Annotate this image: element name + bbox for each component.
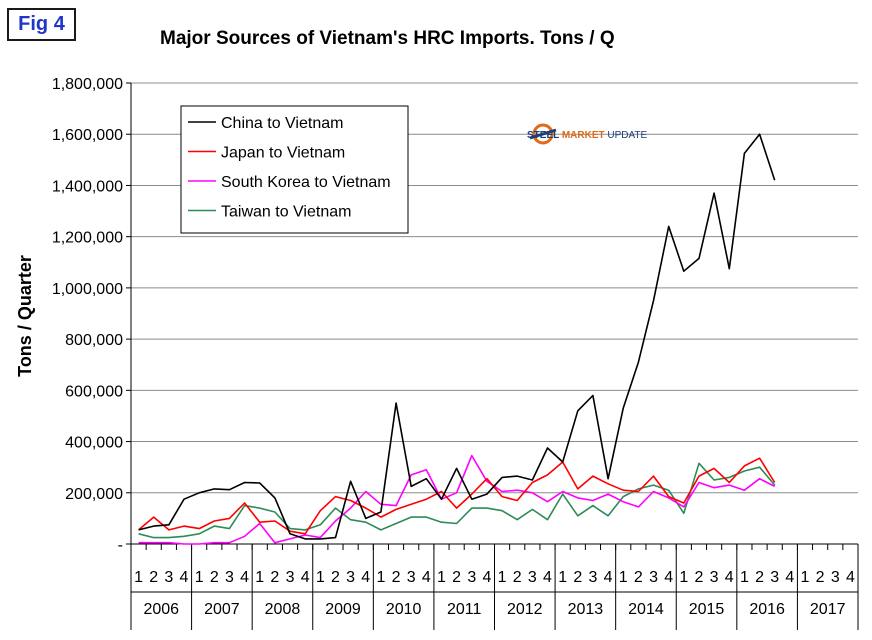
series-line-japan-to-vietnam — [138, 457, 776, 535]
quarter-label: 1 — [679, 569, 688, 586]
quarter-label: 1 — [437, 569, 446, 586]
quarter-label: 1 — [195, 569, 204, 586]
series-line-south-korea-to-vietnam — [138, 454, 776, 545]
quarter-label: 1 — [316, 569, 325, 586]
quarter-label: 4 — [543, 569, 552, 586]
quarter-label: 2 — [452, 569, 461, 586]
quarter-label: 1 — [255, 569, 264, 586]
quarter-label: 2 — [513, 569, 522, 586]
quarter-label: 4 — [422, 569, 431, 586]
year-label: 2017 — [810, 601, 846, 618]
quarter-label: 1 — [134, 569, 143, 586]
quarter-label: 2 — [210, 569, 219, 586]
chart-title: Major Sources of Vietnam's HRC Imports. … — [160, 28, 615, 49]
y-tick-label: 1,200,000 — [52, 230, 123, 247]
quarter-label: 2 — [573, 569, 582, 586]
y-tick-label: 600,000 — [65, 383, 123, 400]
quarter-label: 2 — [695, 569, 704, 586]
quarter-label: 1 — [558, 569, 567, 586]
year-label: 2009 — [325, 601, 361, 618]
quarter-label: 2 — [331, 569, 340, 586]
quarter-label: 4 — [785, 569, 794, 586]
quarter-label: 2 — [634, 569, 643, 586]
quarter-label: 1 — [740, 569, 749, 586]
series-line-taiwan-to-vietnam — [138, 462, 776, 539]
quarter-label: 3 — [467, 569, 476, 586]
series-lines — [138, 133, 776, 545]
quarter-label: 3 — [649, 569, 658, 586]
legend: China to Vietnam Japan to Vietnam South Ko… — [180, 105, 409, 234]
quarter-label: 3 — [710, 569, 719, 586]
y-tick-label: 400,000 — [65, 435, 123, 452]
quarter-label: 3 — [407, 569, 416, 586]
quarter-label: 3 — [588, 569, 597, 586]
y-axis-label: Tons / Quarter — [15, 255, 35, 377]
legend-label: Taiwan to Vietnam — [221, 204, 351, 221]
quarter-label: 4 — [301, 569, 310, 586]
year-label: 2006 — [143, 601, 179, 618]
year-label: 2016 — [749, 601, 785, 618]
quarter-label: 2 — [392, 569, 401, 586]
quarter-label: 3 — [831, 569, 840, 586]
year-label: 2008 — [265, 601, 301, 618]
quarter-label: 3 — [164, 569, 173, 586]
quarter-label: 4 — [604, 569, 613, 586]
quarter-label: 4 — [240, 569, 249, 586]
quarter-label: 2 — [816, 569, 825, 586]
quarter-label: 2 — [270, 569, 279, 586]
quarter-label: 1 — [376, 569, 385, 586]
quarter-label: 4 — [482, 569, 491, 586]
quarter-label: 4 — [361, 569, 370, 586]
quarter-label: 4 — [180, 569, 189, 586]
quarter-label: 3 — [528, 569, 537, 586]
steel-market-update-logo: STEEL MARKET UPDATE — [527, 123, 648, 145]
quarter-label: 1 — [801, 569, 810, 586]
year-label: 2013 — [568, 601, 604, 618]
year-label: 2015 — [689, 601, 725, 618]
legend-box — [180, 105, 409, 234]
y-tick-label: 1,400,000 — [52, 178, 123, 195]
gridlines — [131, 82, 858, 494]
quarter-label: 1 — [619, 569, 628, 586]
legend-label: China to Vietnam — [221, 115, 343, 132]
quarter-label: 3 — [286, 569, 295, 586]
quarter-label: 2 — [755, 569, 764, 586]
series-line-china-to-vietnam — [138, 133, 776, 540]
y-tick-label: 1,600,000 — [52, 127, 123, 144]
quarter-label: 4 — [664, 569, 673, 586]
legend-label: Japan to Vietnam — [221, 145, 345, 162]
year-label: 2012 — [507, 601, 543, 618]
quarter-label: 1 — [498, 569, 507, 586]
year-label: 2011 — [447, 601, 482, 618]
y-tick-label: 1,800,000 — [52, 76, 123, 93]
year-label: 2007 — [204, 601, 240, 618]
figure-tag: Fig 4 — [7, 8, 76, 41]
quarter-label: 4 — [725, 569, 734, 586]
y-tick-label: - — [118, 537, 123, 554]
quarter-label: 3 — [225, 569, 234, 586]
quarter-label: 3 — [770, 569, 779, 586]
y-tick-label: 800,000 — [65, 332, 123, 349]
year-label: 2014 — [628, 601, 664, 618]
year-label: 2010 — [386, 601, 422, 618]
y-tick-label: 200,000 — [65, 486, 123, 503]
y-axis-ticks: - 200,000 400,000 600,000 800,000 1,000,000 1,… — [52, 76, 131, 554]
quarter-label: 2 — [149, 569, 158, 586]
logo-mark-icon — [529, 123, 557, 145]
quarter-label: 3 — [346, 569, 355, 586]
y-tick-label: 1,000,000 — [52, 281, 123, 298]
legend-label: South Korea to Vietnam — [221, 174, 391, 191]
quarter-label: 4 — [846, 569, 855, 586]
logo-text: STEEL MARKET UPDATE — [527, 130, 648, 141]
